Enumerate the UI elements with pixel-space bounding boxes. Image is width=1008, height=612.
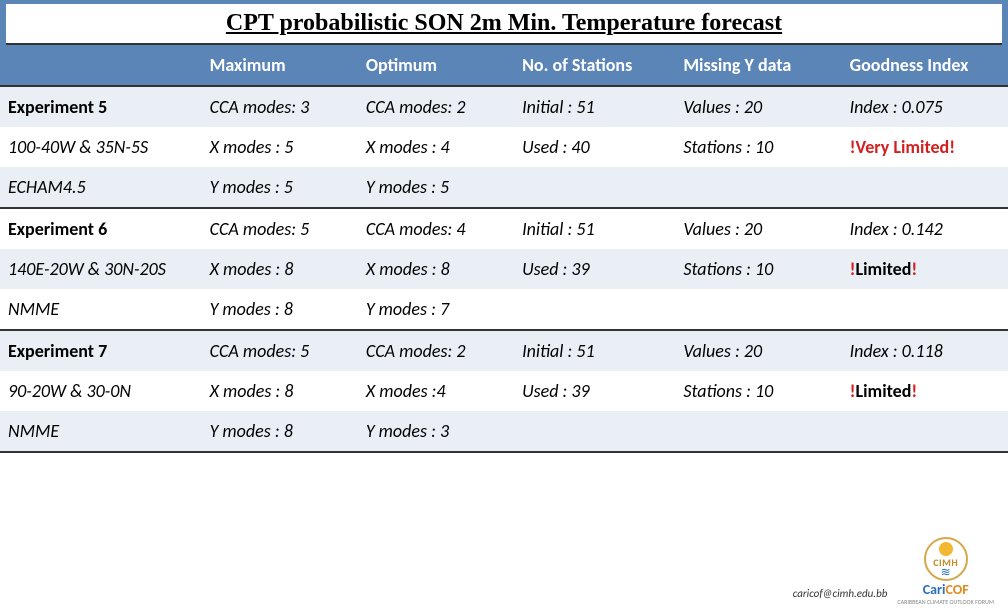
cell [675,289,841,330]
col-header-1: Maximum [202,45,358,86]
col-header-4: Missing Y data [675,45,841,86]
cell: ECHAM4.5 [0,167,202,208]
footer-logo: CIMH ≋ CariCOF CARIBBEAN CLIMATE OUTLOOK… [897,537,994,606]
sun-icon [939,542,953,556]
table-row: 90-20W & 30-0NX modes : 8X modes :4Used … [0,371,1008,411]
wave-icon: ≋ [941,569,951,577]
cell: Initial : 51 [514,330,675,371]
cell: Values : 20 [675,330,841,371]
table-row: Experiment 5CCA modes: 3CCA modes: 2Init… [0,86,1008,127]
cell: CCA modes: 5 [202,208,358,249]
cell: NMME [0,411,202,452]
col-header-0 [0,45,202,86]
table-row: NMMEY modes : 8Y modes : 7 [0,289,1008,330]
cell: 140E-20W & 30N-20S [0,249,202,289]
cell: Values : 20 [675,208,841,249]
cell: X modes : 8 [202,249,358,289]
table-row: NMMEY modes : 8Y modes : 3 [0,411,1008,452]
cell: Experiment 7 [0,330,202,371]
cell: Y modes : 7 [358,289,514,330]
logo-subtitle: CARIBBEAN CLIMATE OUTLOOK FORUM [897,598,994,606]
cell: CCA modes: 3 [202,86,358,127]
cell: Initial : 51 [514,86,675,127]
cell [675,167,841,208]
cell: !Very Limited! [842,127,1008,167]
col-header-3: No. of Stations [514,45,675,86]
footer-email: caricof@cimh.edu.bb [793,587,888,600]
cell [842,167,1008,208]
cell: X modes : 8 [202,371,358,411]
table-row: 140E-20W & 30N-20SX modes : 8X modes : 8… [0,249,1008,289]
col-header-5: Goodness Index [842,45,1008,86]
cell: CCA modes: 5 [202,330,358,371]
cell: Index : 0.142 [842,208,1008,249]
cell [514,289,675,330]
cell: CCA modes: 2 [358,86,514,127]
cell [842,289,1008,330]
cell: 100-40W & 35N-5S [0,127,202,167]
cell: Y modes : 8 [202,289,358,330]
title-bar: CPT probabilistic SON 2m Min. Temperatur… [0,0,1008,45]
logo-badge: CIMH ≋ [924,537,968,581]
cell: X modes : 4 [358,127,514,167]
footer: caricof@cimh.edu.bb CIMH ≋ CariCOF CARIB… [793,537,994,606]
cell: X modes :4 [358,371,514,411]
table-row: ECHAM4.5Y modes : 5Y modes : 5 [0,167,1008,208]
cell: NMME [0,289,202,330]
cell: CCA modes: 4 [358,208,514,249]
cell: Used : 40 [514,127,675,167]
cell: X modes : 8 [358,249,514,289]
cell: Y modes : 5 [202,167,358,208]
cell: CCA modes: 2 [358,330,514,371]
table-row: Experiment 6CCA modes: 5CCA modes: 4Init… [0,208,1008,249]
cell: !Limited! [842,249,1008,289]
cell: Experiment 5 [0,86,202,127]
logo-brand: CariCOF [923,581,969,598]
cell: Values : 20 [675,86,841,127]
table-row: 100-40W & 35N-5SX modes : 5X modes : 4Us… [0,127,1008,167]
cell: X modes : 5 [202,127,358,167]
cell: Stations : 10 [675,249,841,289]
cell [514,411,675,452]
cell: Experiment 6 [0,208,202,249]
cell: 90-20W & 30-0N [0,371,202,411]
cell: Used : 39 [514,249,675,289]
cell: Used : 39 [514,371,675,411]
table-row: Experiment 7CCA modes: 5CCA modes: 2Init… [0,330,1008,371]
cell: Index : 0.118 [842,330,1008,371]
cell: Y modes : 5 [358,167,514,208]
cell [675,411,841,452]
col-header-2: Optimum [358,45,514,86]
cell: Y modes : 3 [358,411,514,452]
cell: Y modes : 8 [202,411,358,452]
cell: Stations : 10 [675,127,841,167]
cell [842,411,1008,452]
table-header-row: MaximumOptimumNo. of StationsMissing Y d… [0,45,1008,86]
page-title: CPT probabilistic SON 2m Min. Temperatur… [6,4,1002,45]
cell: Initial : 51 [514,208,675,249]
cell: Stations : 10 [675,371,841,411]
cell: Index : 0.075 [842,86,1008,127]
cell [514,167,675,208]
cell: !Limited! [842,371,1008,411]
forecast-table: MaximumOptimumNo. of StationsMissing Y d… [0,45,1008,453]
